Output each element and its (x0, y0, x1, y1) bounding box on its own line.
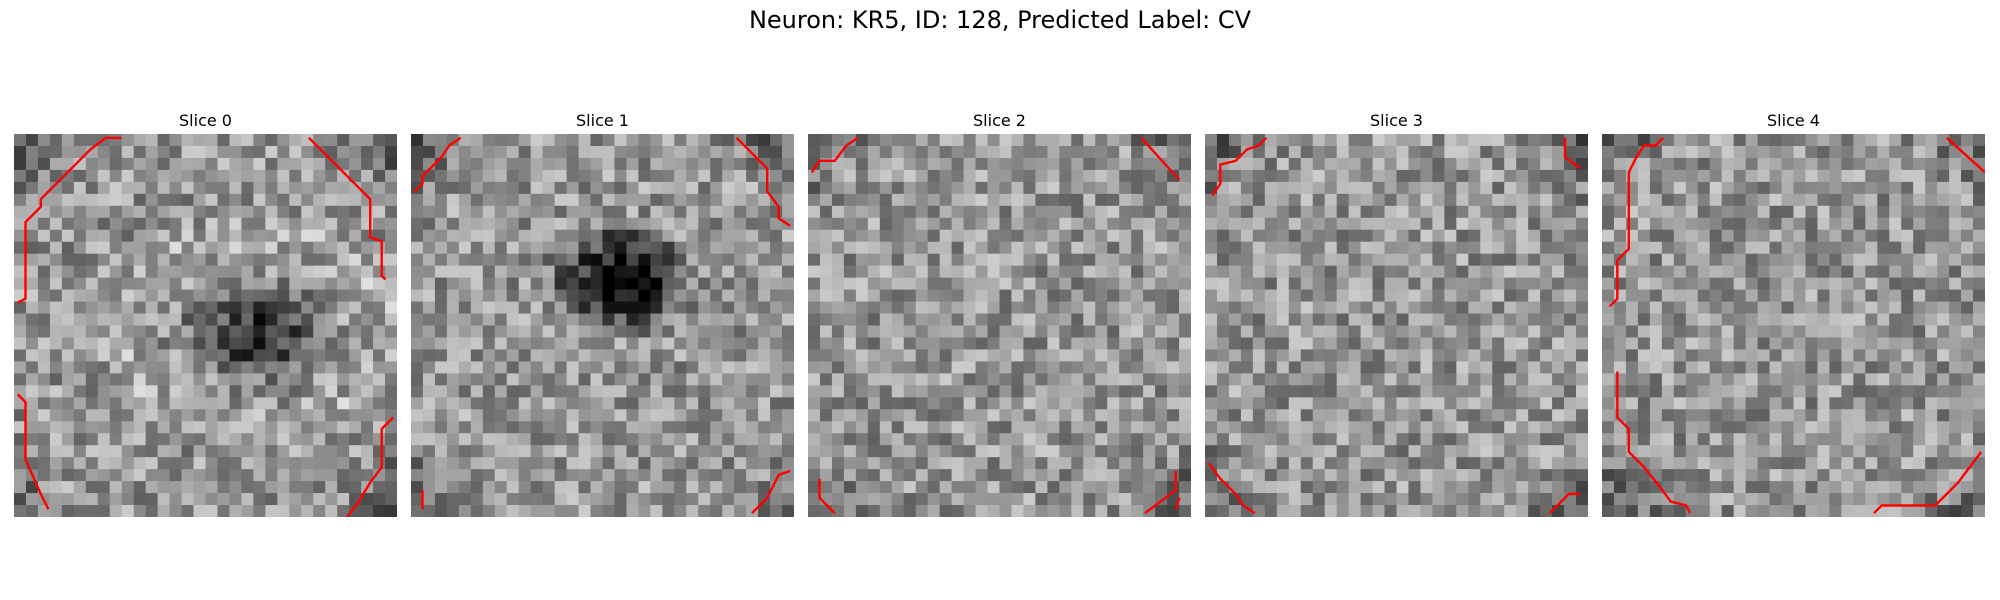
slice-image (1602, 134, 1985, 517)
slice-image (1205, 134, 1588, 517)
slice-panel-0: Slice 0 (14, 110, 397, 517)
contour-line-0 (413, 136, 462, 193)
contour-line-2 (1207, 462, 1256, 515)
slice-image (14, 134, 397, 517)
slice-panel-4: Slice 4 (1602, 110, 1985, 517)
pixel-grid (14, 134, 397, 517)
slice-image-canvas (808, 134, 1191, 517)
slice-title: Slice 0 (179, 111, 232, 130)
contour-line-2 (16, 393, 50, 510)
slice-title: Slice 4 (1767, 111, 1820, 130)
contour-line-3 (1174, 497, 1181, 510)
contour-line-1 (1563, 137, 1582, 170)
pixel-grid (1602, 134, 1985, 517)
slice-image (411, 134, 794, 517)
slice-image-canvas (1602, 134, 1985, 517)
pixel-grid (808, 134, 1191, 517)
contour-line-1 (1945, 136, 1985, 174)
contour-line-1 (308, 136, 387, 281)
contour-line-0 (17, 136, 122, 304)
contour-line-0 (1608, 136, 1665, 308)
slice-panel-1: Slice 1 (411, 110, 794, 517)
contour-line-3 (1873, 451, 1983, 515)
figure-title: Neuron: KR5, ID: 128, Predicted Label: C… (748, 6, 1252, 34)
slice-title: Slice 2 (973, 111, 1026, 130)
slice-image-canvas (1205, 134, 1588, 517)
pixel-grid (1205, 134, 1588, 517)
slice-panel-3: Slice 3 (1205, 110, 1588, 517)
contour-line-2 (818, 478, 836, 515)
slice-image-canvas (411, 134, 794, 517)
contour-line-1 (1140, 136, 1181, 181)
contour-line-3 (1548, 492, 1581, 515)
slice-title: Slice 1 (576, 111, 629, 130)
slice-image-canvas (14, 134, 397, 517)
contour-line-3 (751, 469, 791, 515)
pixel-grid (411, 134, 794, 517)
contour-line-3 (346, 416, 395, 517)
contour-line-0 (1211, 136, 1268, 196)
contour-line-0 (810, 136, 859, 173)
contour-line-2 (1616, 371, 1692, 514)
contour-line-1 (735, 136, 791, 227)
slice-image (808, 134, 1191, 517)
slice-title: Slice 3 (1370, 111, 1423, 130)
slice-panel-2: Slice 2 (808, 110, 1191, 517)
contour-line-4 (1144, 471, 1177, 515)
